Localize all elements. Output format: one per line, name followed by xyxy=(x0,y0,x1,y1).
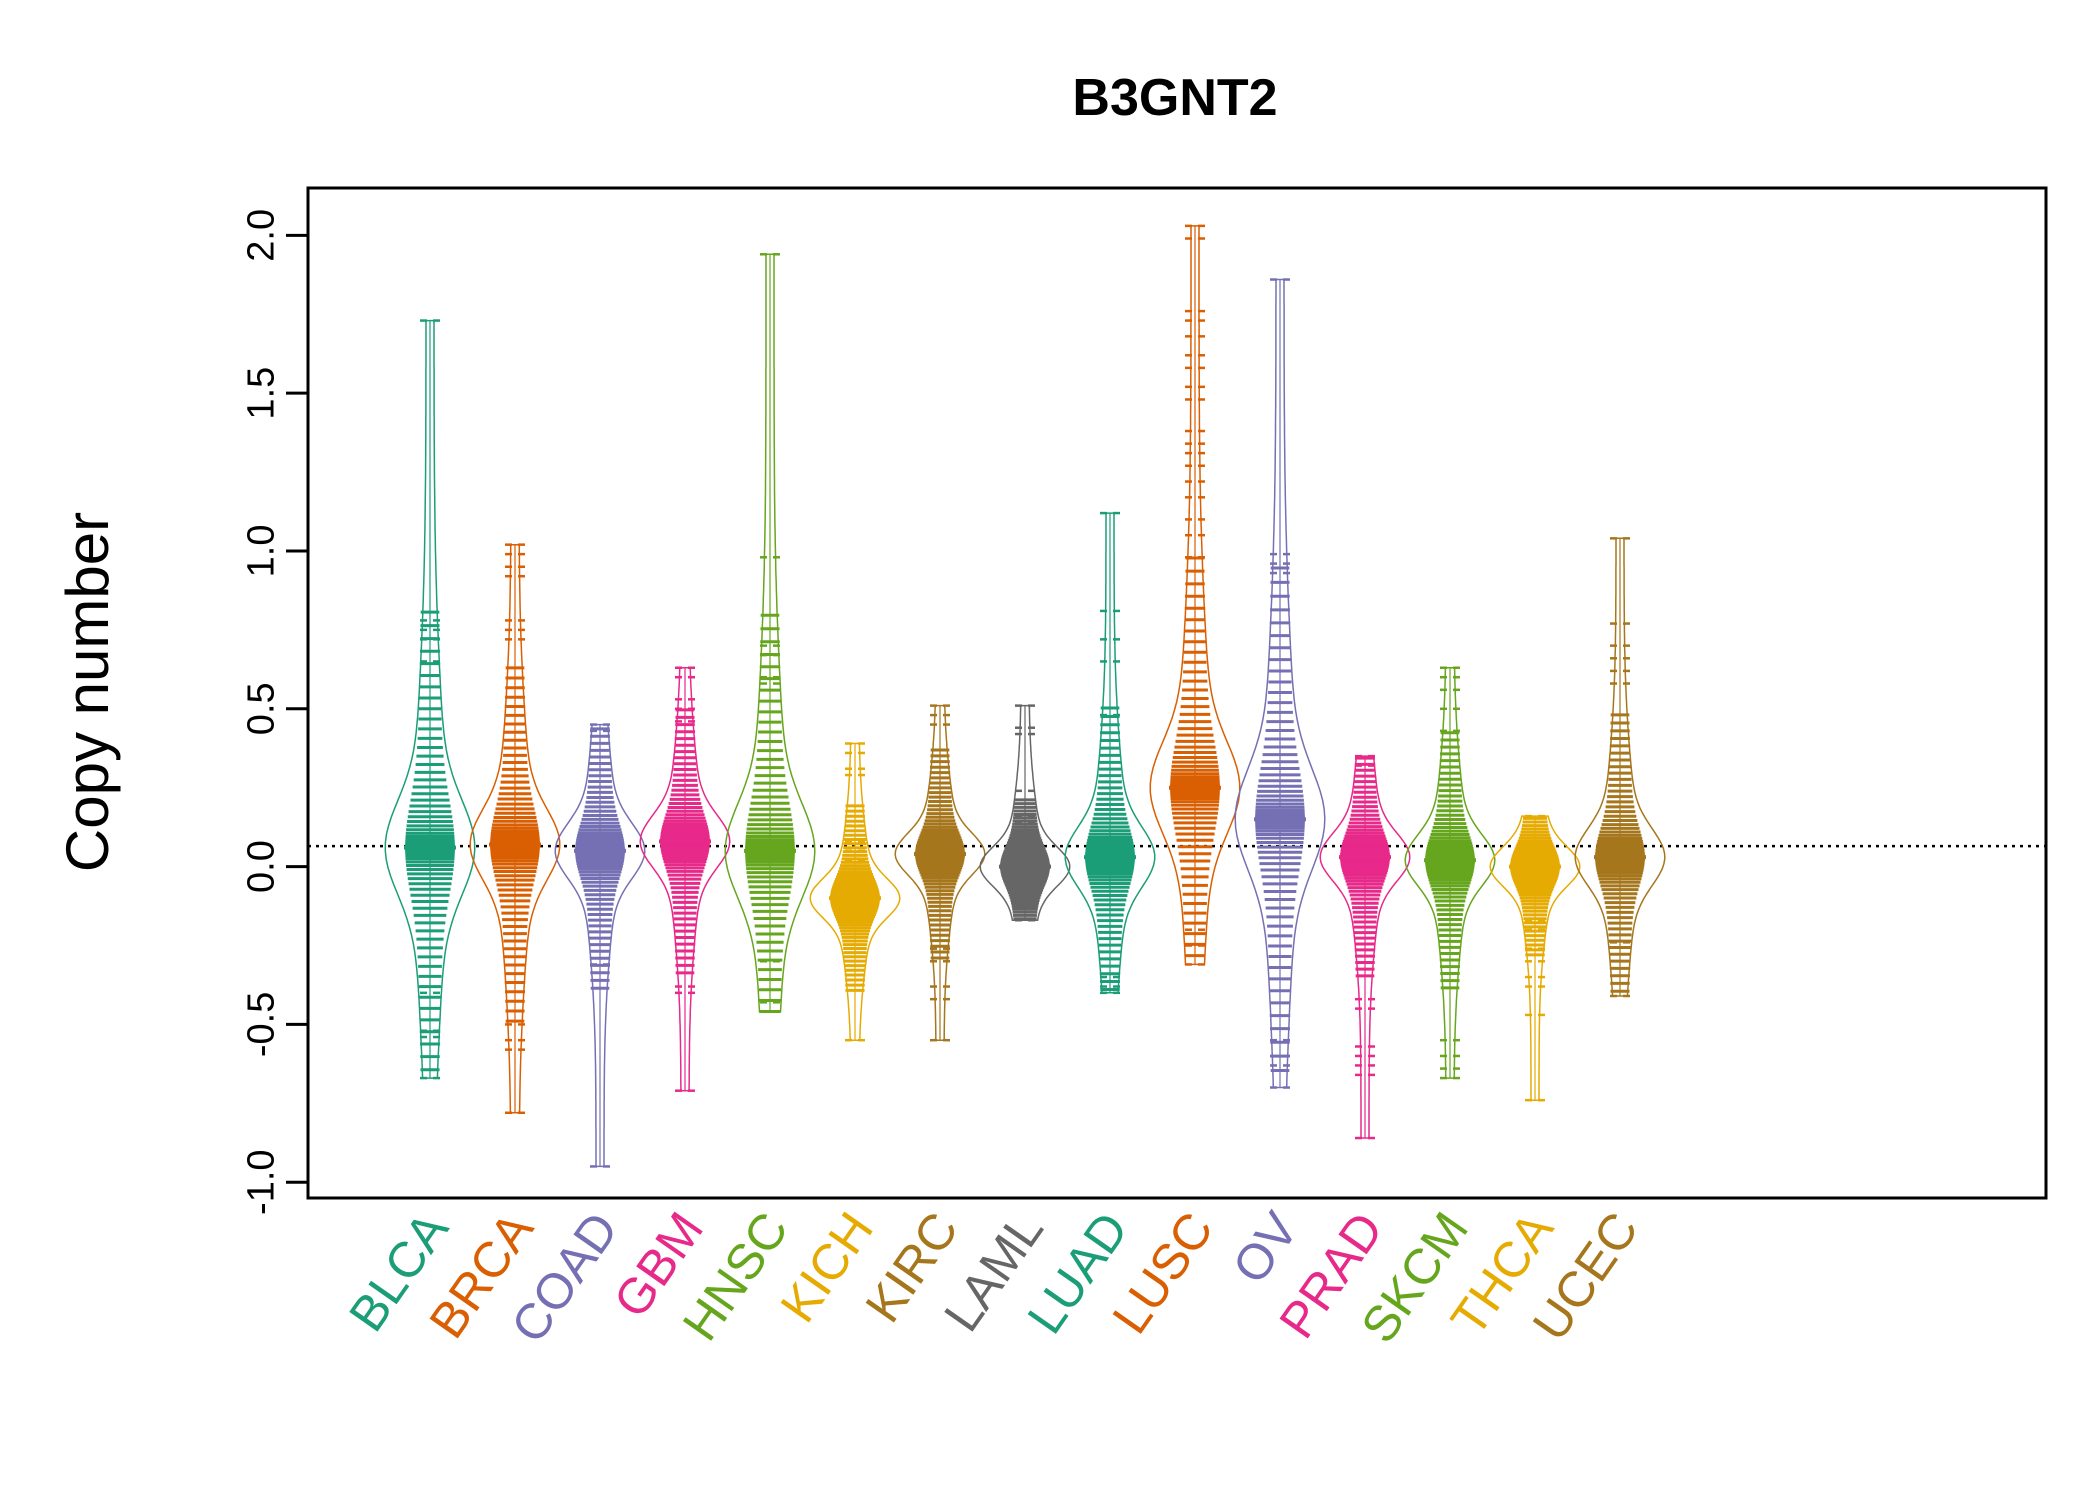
bean-luad xyxy=(1064,511,1156,995)
y-tick-label: 0.5 xyxy=(240,682,282,735)
y-axis: -1.0 -0.5 0.0 0.5 1.0 1.5 2.0 xyxy=(240,209,308,1215)
x-axis-labels: BLCABRCACOADGBMHNSCKICHKIRCLAMLLUADLUSCO… xyxy=(338,1202,1649,1353)
bean-gbm xyxy=(639,666,731,1092)
bean-brca xyxy=(469,543,561,1115)
chart-title: B3GNT2 xyxy=(1072,69,1277,127)
y-tick-label: -0.5 xyxy=(240,992,282,1057)
bean-thca xyxy=(1489,814,1581,1102)
y-tick-label: 1.5 xyxy=(240,367,282,420)
bean-hnsc xyxy=(724,253,816,1014)
bean-prad xyxy=(1319,754,1411,1140)
bean-ucec xyxy=(1574,537,1666,998)
bean-kich xyxy=(809,742,901,1042)
y-tick-label: 0.0 xyxy=(240,840,282,893)
bean-laml xyxy=(979,704,1071,922)
bean-kirc xyxy=(894,704,986,1042)
beans-group xyxy=(384,224,1666,1168)
bean-ov xyxy=(1234,278,1326,1089)
bean-skcm xyxy=(1404,666,1496,1080)
bean-lusc xyxy=(1149,224,1241,966)
y-tick-label: 1.0 xyxy=(240,525,282,578)
category-label-kich: KICH xyxy=(770,1202,884,1332)
bean-blca xyxy=(384,319,476,1080)
y-tick-label: 2.0 xyxy=(240,209,282,262)
y-tick-label: -1.0 xyxy=(240,1149,282,1214)
y-axis-label: Copy number xyxy=(54,512,121,872)
plot-frame xyxy=(306,186,2048,1200)
bean-coad xyxy=(554,723,646,1168)
bean-outline xyxy=(1489,815,1581,1101)
